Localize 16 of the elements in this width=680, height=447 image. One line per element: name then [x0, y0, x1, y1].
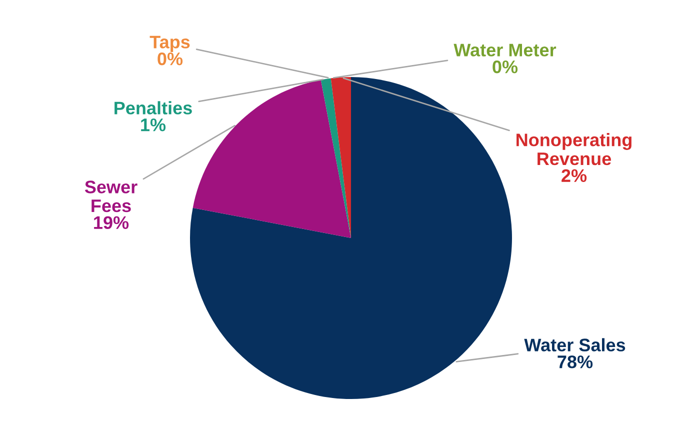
text: 0% — [492, 60, 518, 74]
data-label: 2% — [562, 169, 587, 182]
data-label: 78% — [558, 355, 593, 368]
pie-slice — [190, 77, 512, 399]
slice-label: Water Sales — [524, 338, 626, 352]
data-label: 19% — [94, 216, 129, 230]
slice-label: Nonoperating Revenue — [516, 133, 632, 166]
data-label: 1% — [141, 118, 166, 132]
pie-slice — [320, 78, 351, 238]
pie-slice — [192, 80, 351, 238]
slice-label: Penalties — [114, 101, 192, 114]
text: 0% — [158, 52, 183, 66]
pie-slice — [330, 77, 351, 238]
slice-label: Sewer Fees — [84, 180, 138, 212]
category-label: Taps — [150, 36, 190, 52]
category-label: Water Meter — [454, 44, 556, 56]
